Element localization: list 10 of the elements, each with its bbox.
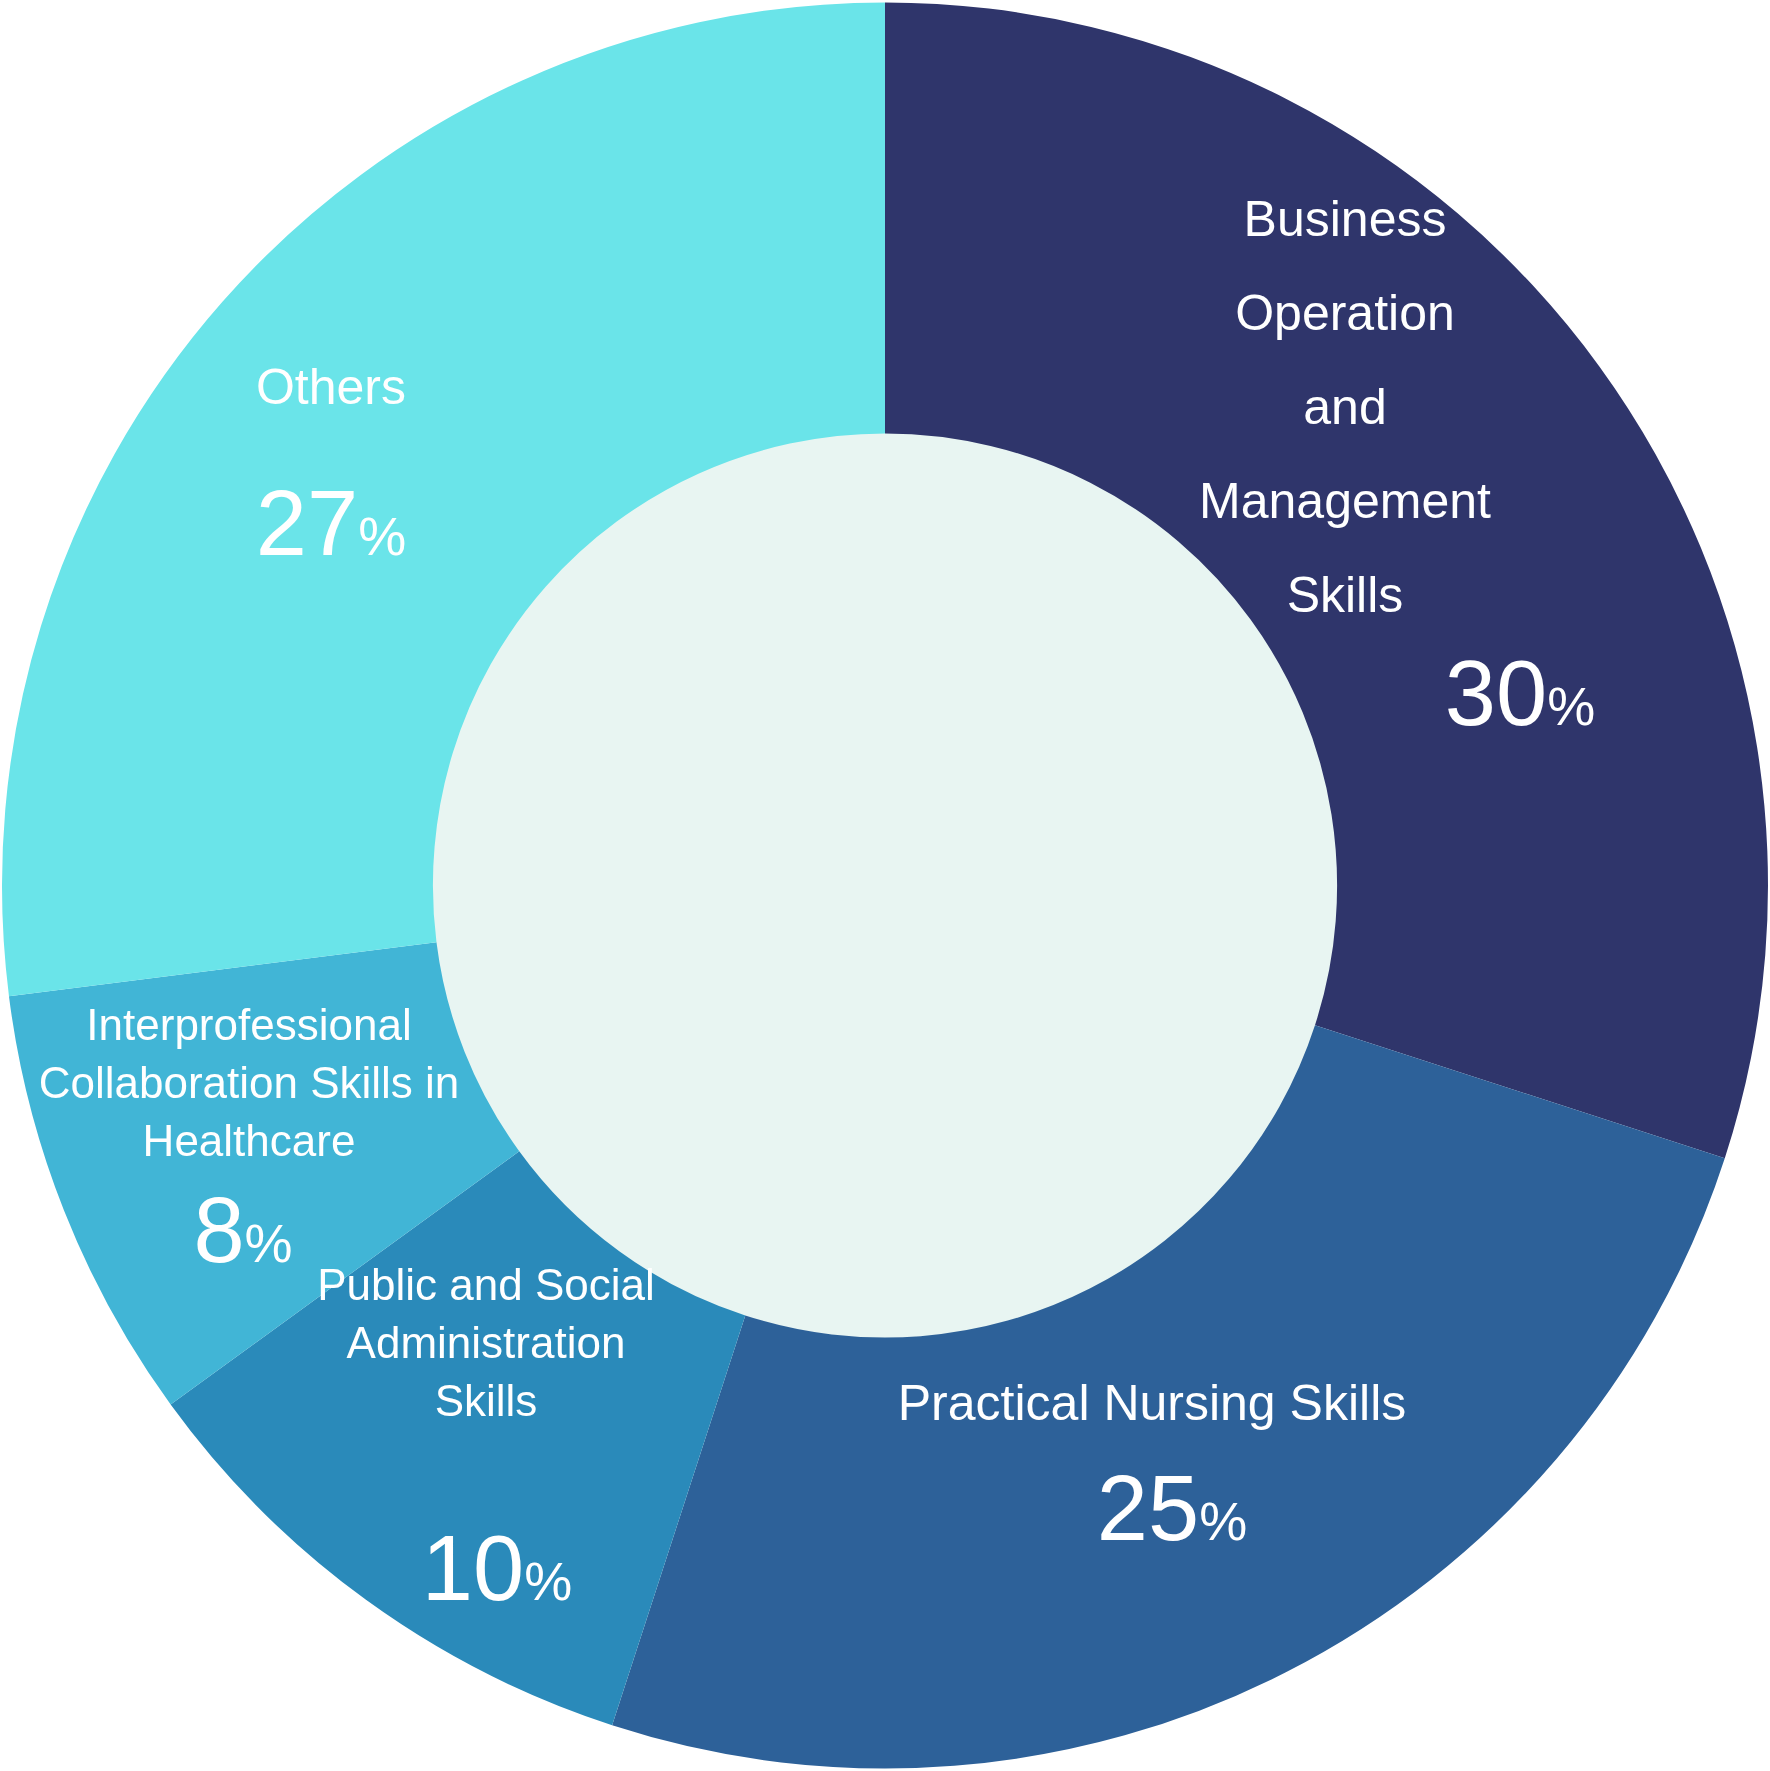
slice-label: Practical Nursing Skills bbox=[897, 1374, 1407, 1431]
data-label: 8% bbox=[193, 1179, 293, 1281]
slice-label: Others bbox=[255, 358, 407, 415]
data-label: 25% bbox=[1096, 1457, 1248, 1559]
data-label: 10% bbox=[421, 1517, 573, 1619]
data-label: 27% bbox=[255, 472, 407, 574]
slice-label: Public and Social Administration Skills bbox=[317, 1260, 655, 1426]
slice-label: Business Operation and Management Skills bbox=[1199, 190, 1492, 623]
slice-label: Interprofessional Collaboration Skills in Healthcare bbox=[38, 1000, 460, 1166]
data-label: 30% bbox=[1444, 642, 1596, 744]
